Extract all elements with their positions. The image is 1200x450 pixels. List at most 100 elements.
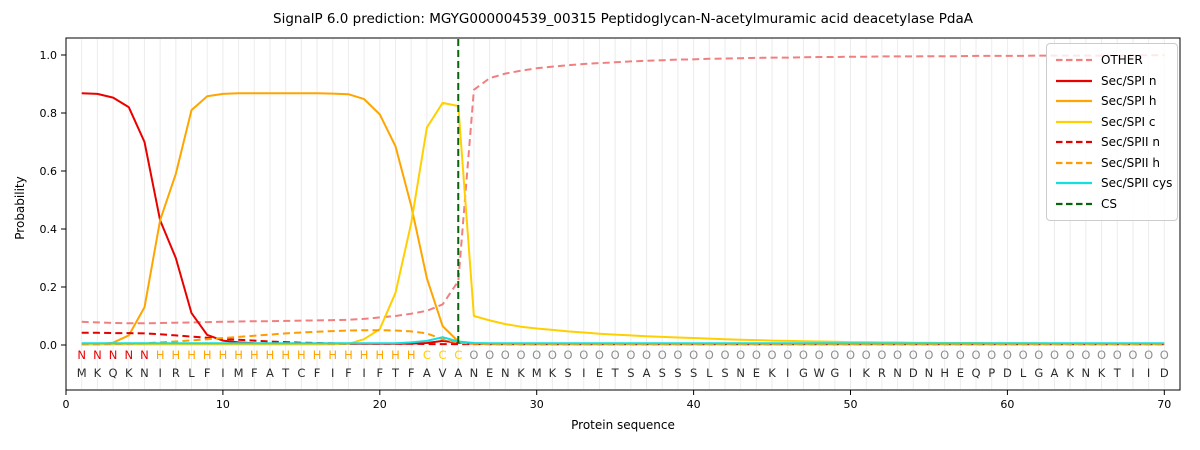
- region-annotation-letter: N: [140, 348, 149, 362]
- y-tick-label: 0.6: [40, 165, 58, 178]
- curve-sec-spi-c: [81, 101, 1165, 346]
- region-annotation-letter: H: [360, 348, 369, 362]
- region-annotation-letter: H: [407, 348, 416, 362]
- region-annotation-letter: O: [987, 348, 996, 362]
- region-annotation-letter: O: [720, 348, 729, 362]
- region-annotation-letter: O: [548, 348, 557, 362]
- legend-label: Sec/SPII h: [1101, 155, 1160, 170]
- sequence-letter: A: [423, 366, 431, 380]
- region-annotation-letter: O: [1128, 348, 1137, 362]
- region-annotation-letter: O: [516, 348, 525, 362]
- sequence-letter: N: [501, 366, 510, 380]
- region-annotation-letter: O: [1066, 348, 1075, 362]
- sequence-letter: F: [204, 366, 211, 380]
- region-annotation-letter: O: [1003, 348, 1012, 362]
- region-annotation-letter: N: [109, 348, 118, 362]
- region-annotation-letter: O: [924, 348, 933, 362]
- sequence-letter: T: [1113, 366, 1122, 380]
- y-tick-label: 0.0: [40, 339, 58, 352]
- region-annotation-letter: C: [439, 348, 447, 362]
- x-tick-label: 10: [216, 398, 230, 411]
- region-annotation-letter: O: [532, 348, 541, 362]
- sequence-letter: I: [158, 366, 161, 380]
- legend-item: Sec/SPII h: [1055, 153, 1169, 174]
- sequence-letter: R: [172, 366, 180, 380]
- region-annotation-letter: O: [469, 348, 478, 362]
- y-tick-label: 1.0: [40, 49, 58, 62]
- region-annotation-letter: O: [1097, 348, 1106, 362]
- legend-item: CS: [1055, 194, 1169, 215]
- sequence-letter: E: [596, 366, 603, 380]
- region-annotation-letter: H: [375, 348, 384, 362]
- x-tick-label: 70: [1157, 398, 1171, 411]
- sequence-letter: N: [893, 366, 902, 380]
- sequence-letter: S: [721, 366, 728, 380]
- sequence-letter: L: [1020, 366, 1027, 380]
- sequence-letter: I: [786, 366, 789, 380]
- sequence-letter: F: [251, 366, 258, 380]
- sequence-letter: M: [77, 366, 87, 380]
- sequence-letter: I: [221, 366, 224, 380]
- sequence-letter: D: [1003, 366, 1012, 380]
- sequence-letter: A: [266, 366, 274, 380]
- y-tick-label: 0.4: [40, 223, 58, 236]
- x-tick-label: 40: [687, 398, 701, 411]
- region-annotation-letter: H: [344, 348, 353, 362]
- legend-line-swatch: [1056, 141, 1092, 144]
- region-annotation-letter: O: [689, 348, 698, 362]
- sequence-letter: T: [281, 366, 290, 380]
- y-tick-label: 0.8: [40, 107, 58, 120]
- region-annotation-letter: N: [124, 348, 133, 362]
- sequence-letter: N: [925, 366, 934, 380]
- x-tick-label: 60: [1000, 398, 1014, 411]
- sequence-letter: A: [1051, 366, 1059, 380]
- sequence-letter: D: [1160, 366, 1169, 380]
- legend-label: Sec/SPI h: [1101, 94, 1157, 109]
- legend-label: Sec/SPI n: [1101, 73, 1157, 88]
- region-annotation-letter: C: [423, 348, 431, 362]
- region-annotation-letter: O: [1019, 348, 1028, 362]
- region-annotation-letter: H: [203, 348, 212, 362]
- legend-line-swatch: [1056, 59, 1092, 62]
- sequence-letter: K: [517, 366, 525, 380]
- sequence-letter: K: [125, 366, 133, 380]
- curve-sec-spii-cys: [81, 336, 1165, 345]
- legend-item: Sec/SPII cys: [1055, 173, 1172, 194]
- sequence-letter: L: [188, 366, 195, 380]
- region-annotation-letter: O: [626, 348, 635, 362]
- x-tick-label: 30: [530, 398, 544, 411]
- region-annotation-letter: N: [93, 348, 102, 362]
- region-annotation-letter: H: [250, 348, 259, 362]
- region-annotation-letter: O: [501, 348, 510, 362]
- sequence-letter: Q: [109, 366, 118, 380]
- y-tick-label: 0.2: [40, 281, 58, 294]
- legend-line-swatch: [1056, 161, 1092, 164]
- curve-sec-spi-h: [81, 92, 1165, 346]
- sequence-letter: I: [1147, 366, 1150, 380]
- region-annotation-letter: O: [783, 348, 792, 362]
- sequence-letter: S: [627, 366, 634, 380]
- legend-item: OTHER: [1055, 50, 1169, 71]
- region-annotation-letter: O: [579, 348, 588, 362]
- legend-item: Sec/SPI h: [1055, 91, 1169, 112]
- sequence-letter: F: [408, 366, 415, 380]
- sequence-letter: G: [1034, 366, 1043, 380]
- sequence-letter: F: [376, 366, 383, 380]
- sequence-letter: K: [94, 366, 102, 380]
- sequence-letter: K: [768, 366, 776, 380]
- legend-item: Sec/SPI c: [1055, 112, 1169, 133]
- region-annotation-letter: O: [940, 348, 949, 362]
- sequence-letter: L: [706, 366, 713, 380]
- legend-item: Sec/SPI n: [1055, 71, 1169, 92]
- y-axis-label: Probability: [13, 176, 27, 240]
- region-annotation-letter: N: [77, 348, 86, 362]
- legend-line-swatch: [1056, 202, 1092, 205]
- legend-box: OTHER Sec/SPI n Sec/SPI h Sec/SPI c Sec/SPII…: [1046, 43, 1178, 221]
- sequence-letter: G: [799, 366, 808, 380]
- region-annotation-letter: H: [234, 348, 243, 362]
- sequence-letter: N: [736, 366, 745, 380]
- page-title: SignalP 6.0 prediction: MGYG000004539_00…: [273, 11, 973, 27]
- region-annotation-letter: H: [156, 348, 165, 362]
